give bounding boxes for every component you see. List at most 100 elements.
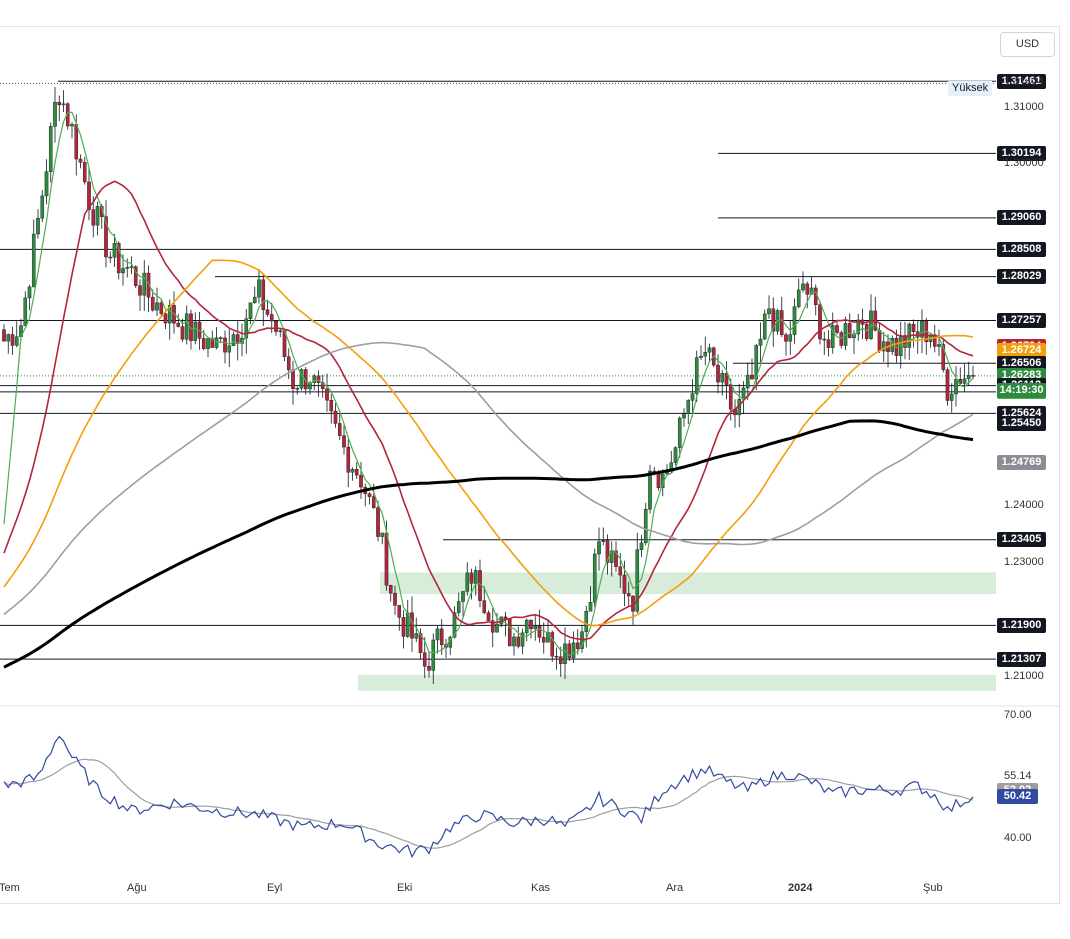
- candle-body: [694, 357, 699, 394]
- candle-body: [847, 323, 852, 339]
- candle-body: [74, 124, 79, 160]
- candle-body: [189, 313, 193, 341]
- candle-body: [720, 373, 725, 383]
- candle-body: [393, 592, 397, 606]
- candle-body: [703, 352, 708, 357]
- candle-body: [682, 413, 686, 419]
- candle-body: [937, 344, 941, 347]
- candle-body: [227, 345, 232, 353]
- candle-body: [966, 375, 971, 379]
- candle-body: [690, 393, 695, 401]
- moving-average-100: [3, 341, 974, 616]
- candle-body: [397, 605, 402, 618]
- candle-body: [223, 337, 227, 353]
- candle-body: [231, 334, 236, 346]
- candle-body: [529, 619, 533, 630]
- candle-body: [614, 550, 618, 567]
- candle-body: [121, 268, 125, 274]
- candle-body: [308, 382, 312, 390]
- moving-averages: [3, 111, 974, 669]
- candle-body: [155, 302, 159, 311]
- price-tag: 1.30194: [997, 145, 1046, 161]
- candle-body: [295, 388, 300, 390]
- candle-body: [299, 369, 304, 389]
- candle-body: [881, 341, 886, 352]
- candle-body: [376, 507, 380, 537]
- horizontal-levels: [0, 80, 996, 660]
- x-tick-label: Ara: [666, 882, 684, 894]
- candle-body: [320, 382, 325, 390]
- currency-button[interactable]: USD: [1000, 32, 1055, 57]
- candle-body: [835, 325, 839, 333]
- moving-average-5: [3, 111, 974, 657]
- price-tag: 1.29060: [997, 210, 1046, 226]
- candle-body: [779, 310, 784, 335]
- candle-body: [269, 314, 274, 322]
- candle-body: [495, 623, 499, 633]
- price-tag: 1.28029: [997, 269, 1046, 285]
- candle-body: [465, 572, 470, 592]
- candle-body: [762, 313, 767, 340]
- candle-body: [920, 320, 924, 338]
- candle-body: [741, 387, 746, 400]
- candle-body: [932, 334, 937, 347]
- candle-body: [945, 369, 950, 401]
- candle-body: [516, 636, 521, 647]
- candle-body: [278, 330, 283, 332]
- candle-body: [218, 337, 223, 339]
- candle-body: [512, 636, 516, 647]
- candle-body: [61, 103, 66, 106]
- candle-body: [452, 612, 457, 638]
- rsi-line: [3, 735, 974, 859]
- candle-body: [44, 171, 49, 197]
- candle-body: [346, 446, 351, 473]
- candle-body: [533, 625, 538, 630]
- candle-body: [95, 206, 100, 226]
- candle-body: [261, 279, 266, 311]
- candle-body: [439, 628, 444, 645]
- candle-body: [541, 637, 546, 643]
- candle-body: [142, 272, 147, 296]
- candle-body: [2, 329, 6, 342]
- candle-body: [6, 334, 11, 342]
- candle-body: [159, 302, 164, 314]
- price-tag: 1.26724: [997, 343, 1046, 359]
- candle-body: [329, 400, 334, 412]
- candle-body: [70, 124, 74, 127]
- candle-body: [618, 566, 623, 576]
- candle-body: [550, 632, 555, 657]
- candle-body: [563, 643, 567, 664]
- candle-body: [350, 468, 355, 473]
- candle-body: [520, 632, 525, 647]
- candle-body: [316, 375, 321, 383]
- candle-body: [567, 643, 572, 659]
- candle-body: [626, 593, 631, 597]
- candle-body: [784, 334, 788, 342]
- candle-body: [112, 243, 117, 258]
- y-tick-label: 1.30000: [1004, 157, 1044, 170]
- candle-body: [558, 656, 563, 664]
- candle-body: [546, 632, 550, 643]
- candle-body: [911, 323, 916, 332]
- x-tick-label: Şub: [923, 882, 943, 894]
- candle-body: [686, 400, 691, 415]
- price-tag: 1.25450: [997, 415, 1046, 431]
- candle-body: [469, 572, 474, 584]
- x-tick-label: Ağu: [127, 882, 147, 894]
- candle-body: [643, 508, 648, 544]
- candle-body: [677, 417, 682, 448]
- candle-body: [792, 306, 797, 335]
- rsi-tick-label: 40.00: [1004, 832, 1032, 845]
- candle-body: [461, 591, 465, 602]
- candle-body: [337, 423, 342, 436]
- candle-body: [325, 388, 329, 401]
- chart-frame: [0, 26, 1060, 904]
- rsi-tick-label: 55.14: [1004, 770, 1032, 783]
- moving-average-20: [3, 180, 974, 641]
- candle-body: [949, 393, 954, 401]
- candle-body: [40, 195, 45, 219]
- high-marker-label: Yüksek: [948, 81, 993, 96]
- candle-body: [427, 666, 431, 671]
- rsi-tick-label: 70.00: [1004, 709, 1032, 722]
